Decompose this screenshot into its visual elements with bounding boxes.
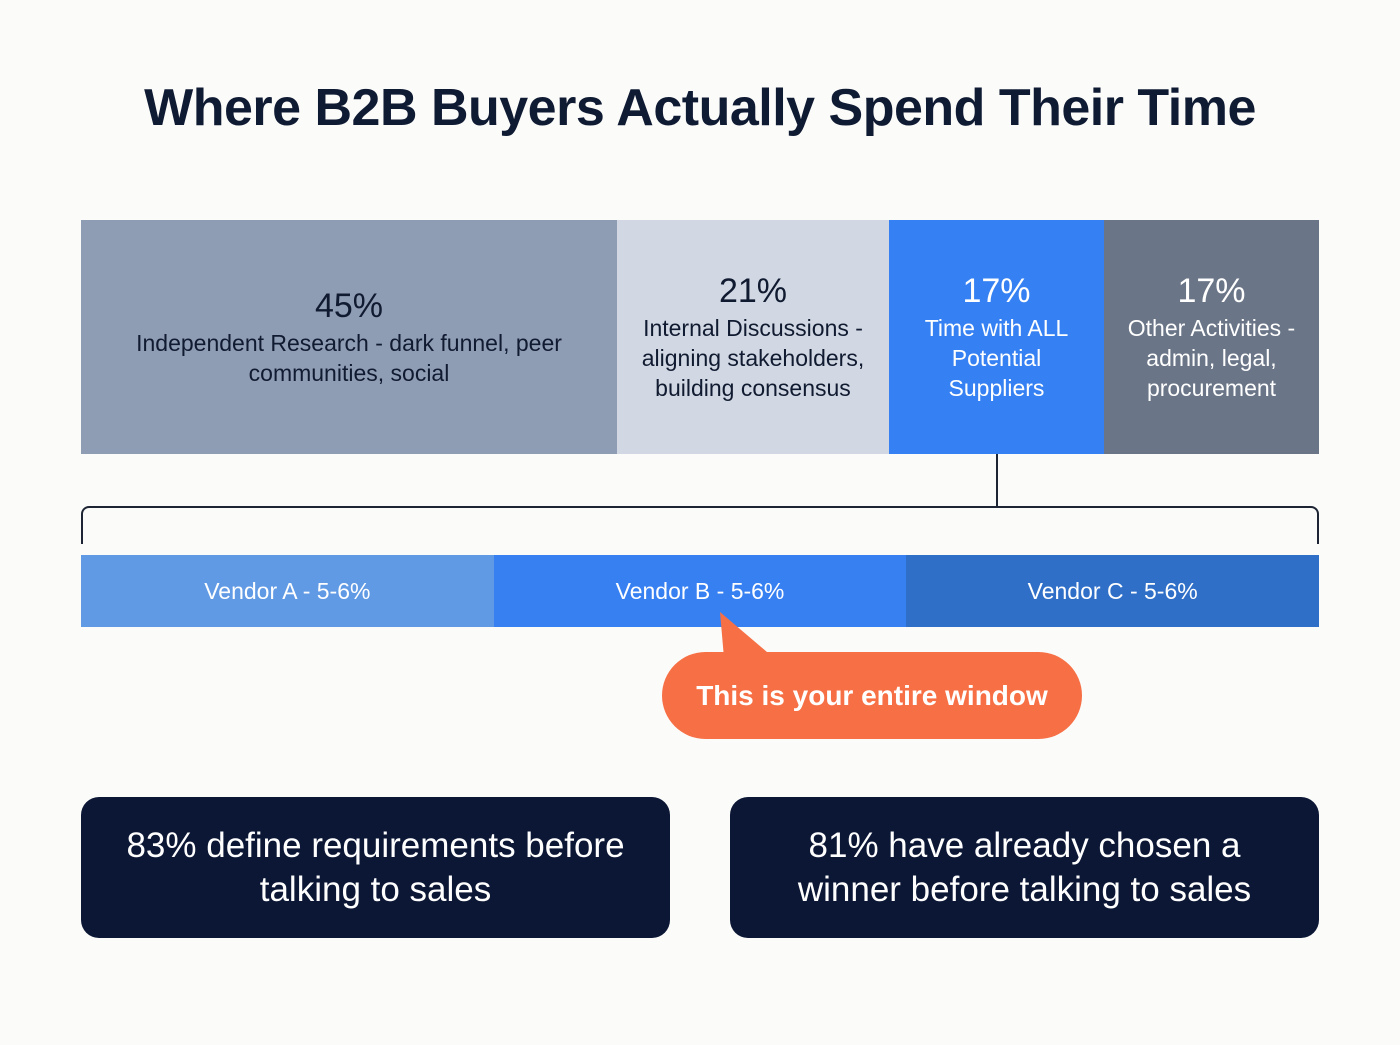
vendor-breakdown-bar: Vendor A - 5-6% Vendor B - 5-6% Vendor C…: [81, 555, 1320, 627]
connector-line: [996, 454, 998, 507]
vendor-b-segment: Vendor B - 5-6%: [493, 555, 907, 627]
segment-percent: 21%: [718, 272, 788, 310]
vendor-a-segment: Vendor A - 5-6%: [81, 555, 494, 627]
stat-card-winner-chosen: 81% have already chosen a winner before …: [730, 797, 1319, 938]
segment-label: Time with ALL Potential Suppliers: [924, 315, 1069, 401]
segment-label: Other Activities - admin, legal, procure…: [1127, 315, 1296, 401]
segment-label: Internal Discussions - aligning stakehol…: [641, 315, 865, 401]
segment-label: Independent Research - dark funnel, peer…: [136, 330, 562, 386]
segment-independent-research: 45% Independent Research - dark funnel, …: [81, 220, 617, 454]
callout-pointer-icon: [720, 612, 774, 658]
segment-percent: 45%: [314, 287, 384, 325]
stacked-time-bar: 45% Independent Research - dark funnel, …: [81, 220, 1319, 454]
breakdown-bracket: [81, 506, 1319, 544]
segment-time-with-suppliers: 17% Time with ALL Potential Suppliers: [889, 220, 1104, 454]
vendor-c-segment: Vendor C - 5-6%: [906, 555, 1320, 627]
segment-percent: 17%: [962, 272, 1031, 310]
chart-title: Where B2B Buyers Actually Spend Their Ti…: [144, 79, 1256, 137]
segment-internal-discussions: 21% Internal Discussions - aligning stak…: [617, 220, 889, 454]
segment-other-activities: 17% Other Activities - admin, legal, pro…: [1104, 220, 1319, 454]
stat-card-requirements: 83% define requirements before talking t…: [81, 797, 670, 938]
segment-percent: 17%: [1177, 272, 1246, 310]
callout-bubble: This is your entire window: [662, 652, 1082, 739]
